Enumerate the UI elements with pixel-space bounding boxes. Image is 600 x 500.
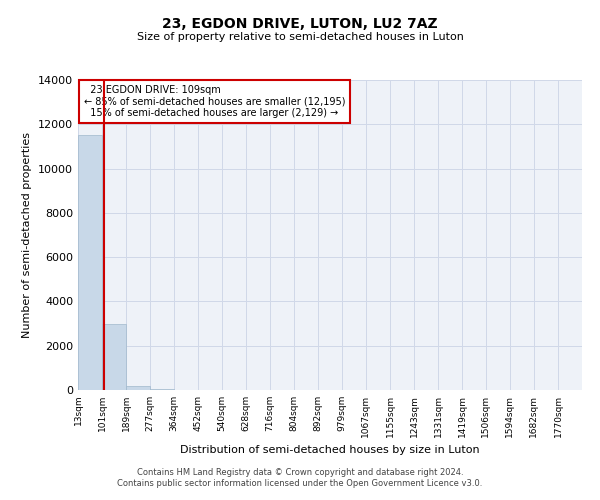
X-axis label: Distribution of semi-detached houses by size in Luton: Distribution of semi-detached houses by … bbox=[180, 446, 480, 456]
Bar bbox=[78, 136, 101, 390]
Bar bbox=[150, 389, 173, 390]
Bar bbox=[102, 324, 125, 390]
Y-axis label: Number of semi-detached properties: Number of semi-detached properties bbox=[22, 132, 32, 338]
Text: Contains HM Land Registry data © Crown copyright and database right 2024.
Contai: Contains HM Land Registry data © Crown c… bbox=[118, 468, 482, 487]
Bar bbox=[126, 386, 149, 390]
Text: Size of property relative to semi-detached houses in Luton: Size of property relative to semi-detach… bbox=[137, 32, 463, 42]
Text: 23, EGDON DRIVE, LUTON, LU2 7AZ: 23, EGDON DRIVE, LUTON, LU2 7AZ bbox=[162, 18, 438, 32]
Text: 23 EGDON DRIVE: 109sqm
← 85% of semi-detached houses are smaller (12,195)
  15% : 23 EGDON DRIVE: 109sqm ← 85% of semi-det… bbox=[84, 84, 346, 118]
